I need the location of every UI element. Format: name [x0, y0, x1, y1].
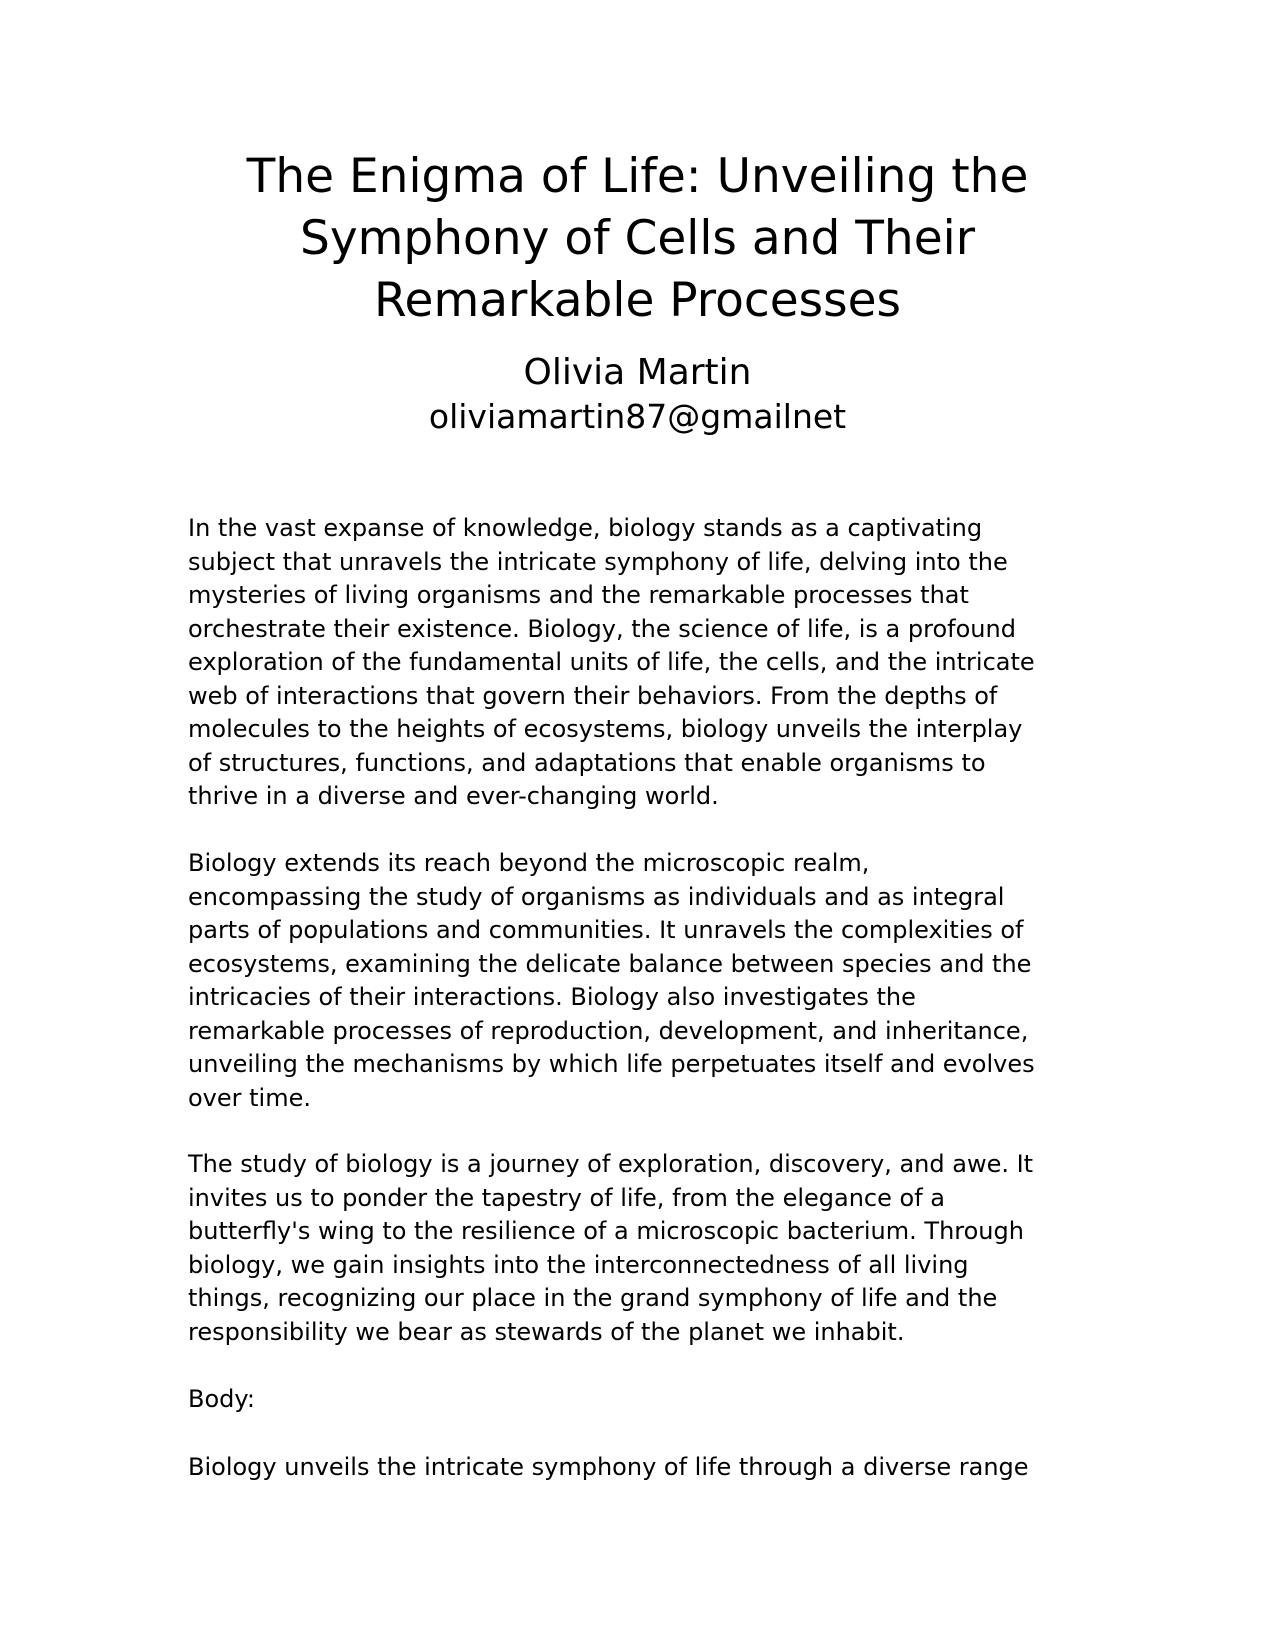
body-paragraph: The study of biology is a journey of exp… [188, 1150, 1034, 1346]
author-email: oliviamartin87@gmailnet [428, 397, 847, 436]
author-name: Olivia Martin [523, 352, 752, 393]
section-heading: Body: [188, 1385, 255, 1413]
body-paragraph: Biology extends its reach beyond the mic… [188, 849, 1035, 1112]
document-title: The Enigma of Life: Unveiling the Sympho… [246, 149, 1029, 328]
body-paragraph: Biology unveils the intricate symphony o… [188, 1453, 1029, 1481]
body-paragraph: In the vast expanse of knowledge, biolog… [188, 514, 1035, 810]
